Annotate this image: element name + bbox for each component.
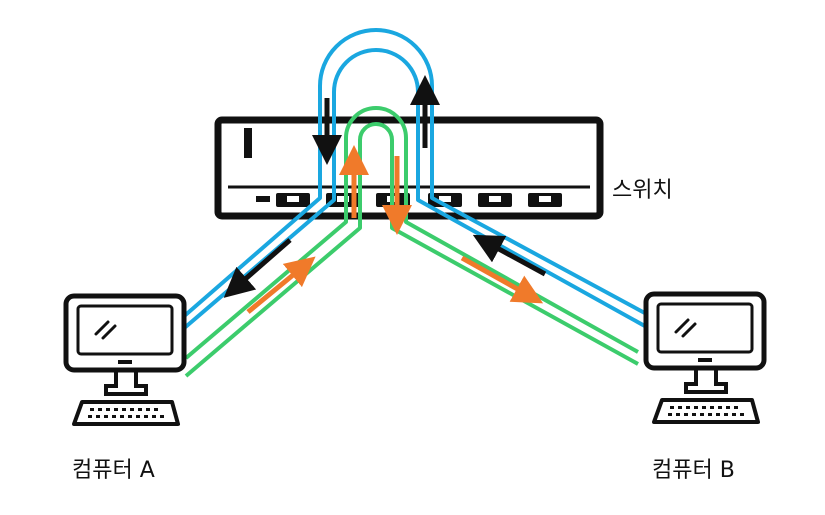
computer-b-label: 컴퓨터 B [652, 458, 735, 483]
computer-b [643, 291, 767, 424]
black-arrows [223, 75, 547, 298]
keyboard-icon [72, 400, 180, 426]
orange-arrows [246, 145, 544, 314]
keyboard-icon [652, 398, 760, 424]
computer-a [63, 293, 187, 426]
switch-icon [214, 116, 604, 220]
computer-a-label: 컴퓨터 A [72, 458, 155, 483]
monitor-icon [63, 293, 187, 396]
switch-label: 스위치 [612, 178, 673, 203]
green-path [184, 106, 639, 378]
monitor-icon [643, 291, 767, 394]
